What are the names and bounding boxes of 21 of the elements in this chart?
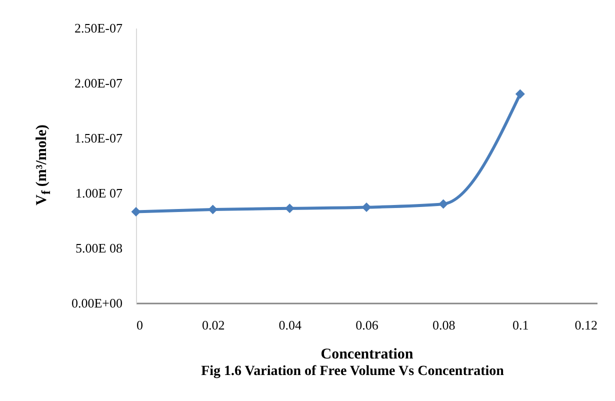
y-tick-label: 0.00E+00 [71,296,122,310]
x-tick-label: 0.06 [356,318,379,332]
x-axis-title: Concentration [320,346,414,362]
y-tick-label: 1.00E 07 [76,186,123,200]
point [131,206,141,216]
y-tick-label: 2.00E-07 [74,76,123,90]
x-tick-label: 0 [136,318,143,332]
y-tick-label: 1.50E-07 [74,130,123,146]
y-tick-label: 2.50E-07 [74,20,123,36]
x-tick-label: 0.08 [432,318,456,332]
x-tick-label: 0.04 [278,318,302,332]
x-tick-label: 0.12 [574,318,598,332]
point [284,204,294,214]
y-tick-label: 5.00E 08 [76,240,122,256]
caption: Fig 1.6 Variation of Free Volume Vs Concentration [200,364,505,380]
x-tick-label: 0.1 [512,318,529,332]
point [438,199,448,209]
x-tick-label: 0.02 [202,318,225,332]
point [362,202,372,212]
point [515,89,525,99]
point [208,204,218,214]
